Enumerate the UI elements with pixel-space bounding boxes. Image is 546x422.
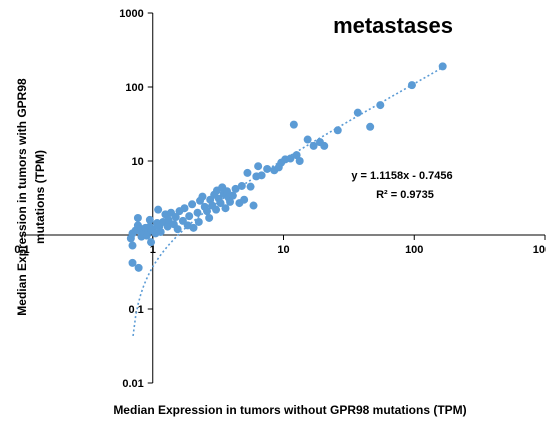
data-point: [249, 201, 258, 210]
data-point: [295, 157, 304, 165]
data-point: [240, 195, 249, 204]
data-point: [237, 181, 246, 190]
x-tick-label: 100: [405, 244, 423, 256]
y-tick-label: 100: [125, 82, 143, 94]
data-point: [128, 258, 137, 267]
data-point: [226, 197, 235, 206]
data-point: [254, 162, 263, 171]
chart-title: metastases: [333, 13, 453, 38]
data-point: [128, 241, 137, 250]
data-point: [189, 223, 198, 232]
data-point: [289, 120, 298, 129]
data-point: [257, 171, 266, 180]
tick-labels: 0.111010010000.010.11101001000: [14, 8, 546, 390]
data-point: [438, 62, 447, 71]
data-point: [221, 204, 230, 213]
data-point: [309, 141, 318, 150]
data-point: [205, 213, 214, 222]
data-point: [228, 191, 237, 200]
trendline-r2: R² = 0.9735: [376, 189, 434, 201]
data-point: [243, 168, 252, 177]
data-point: [171, 213, 180, 222]
data-point: [216, 199, 225, 208]
data-point: [203, 207, 212, 216]
y-axis-title-line1: Median Expression in tumors with GPR98: [15, 78, 29, 316]
data-point: [188, 200, 197, 209]
points-layer: [126, 62, 447, 272]
data-point: [286, 154, 295, 163]
data-point: [263, 164, 272, 173]
data-point: [156, 227, 165, 236]
data-point: [154, 205, 163, 214]
x-tick-label: 1000: [533, 244, 546, 256]
data-point: [145, 215, 154, 224]
data-point: [231, 184, 240, 193]
y-axis-title: Median Expression in tumors with GPR98 m…: [15, 78, 47, 316]
data-point: [223, 187, 232, 196]
data-point: [407, 81, 416, 90]
data-point: [246, 182, 255, 191]
data-point: [193, 208, 202, 217]
data-point: [185, 212, 194, 221]
x-tick-label: 1: [150, 244, 156, 256]
data-point: [164, 215, 173, 224]
data-point: [333, 126, 342, 135]
data-point: [303, 135, 312, 144]
data-point: [133, 213, 142, 222]
data-point: [376, 101, 385, 110]
data-point: [292, 151, 301, 160]
x-axis-title: Median Expression in tumors without GPR9…: [113, 403, 466, 417]
y-tick-label: 0.01: [122, 378, 143, 390]
data-point: [198, 192, 207, 201]
x-tick-label: 0.1: [14, 244, 29, 256]
axes: [21, 12, 546, 384]
data-point: [320, 141, 329, 150]
data-point: [147, 238, 156, 247]
data-point: [180, 204, 189, 213]
x-tick-label: 10: [277, 244, 289, 256]
y-tick-label: 10: [132, 156, 144, 168]
data-point: [173, 225, 182, 234]
data-point: [163, 222, 172, 231]
data-point: [134, 263, 143, 272]
trendline-equation: y = 1.1158x - 0.7456: [351, 170, 452, 182]
y-axis-title-line2: mutations (TPM): [33, 150, 47, 244]
y-tick-label: 0.1: [128, 304, 143, 316]
data-point: [366, 122, 375, 131]
data-point: [353, 108, 362, 117]
data-point: [194, 217, 203, 226]
data-point: [212, 205, 221, 214]
y-tick-label: 1000: [119, 8, 143, 20]
